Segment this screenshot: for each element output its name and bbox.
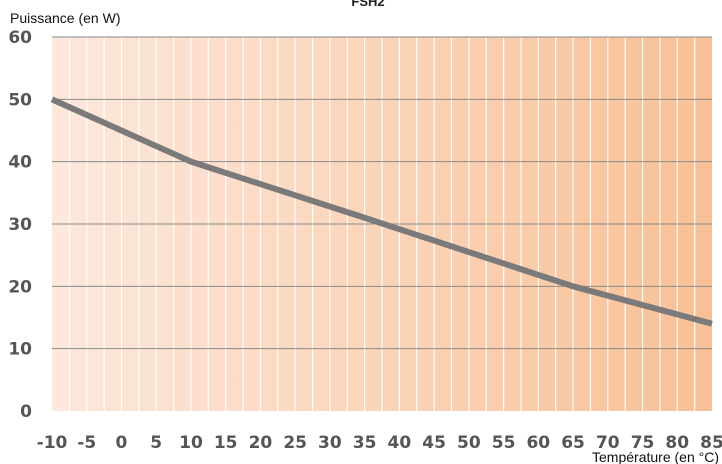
x-axis-label: Température (en °C) bbox=[592, 449, 719, 464]
x-tick-label: 65 bbox=[561, 433, 585, 453]
x-tick-label: 75 bbox=[631, 433, 655, 453]
x-tick-label: -10 bbox=[37, 433, 68, 453]
x-tick-label: 80 bbox=[665, 433, 689, 453]
horizontal-gridlines bbox=[52, 36, 712, 350]
y-tick-label: 50 bbox=[8, 90, 32, 110]
x-tick-labels: -10 -5 0 5 10 15 20 25 30 35 40 45 50 55 60 65 70 75 80 85 bbox=[37, 433, 722, 453]
x-tick-label: 55 bbox=[492, 433, 516, 453]
x-tick-label: 50 bbox=[457, 433, 481, 453]
x-tick-label: 85 bbox=[700, 433, 722, 453]
y-tick-label: 40 bbox=[8, 153, 32, 173]
y-tick-label: 10 bbox=[8, 340, 32, 360]
series-line bbox=[50, 96, 713, 327]
x-tick-label: 60 bbox=[526, 433, 550, 453]
y-tick-labels: 0 10 20 30 40 50 60 bbox=[8, 28, 32, 422]
x-tick-label: -5 bbox=[77, 433, 96, 453]
x-tick-label: 15 bbox=[214, 433, 238, 453]
x-tick-label: 20 bbox=[249, 433, 273, 453]
x-tick-label: 5 bbox=[150, 433, 162, 453]
x-tick-label: 10 bbox=[179, 433, 203, 453]
y-tick-label: 60 bbox=[8, 28, 32, 48]
y-axis-label: Puissance (en W) bbox=[10, 10, 120, 26]
series-group bbox=[50, 96, 713, 327]
x-tick-label: 40 bbox=[388, 433, 412, 453]
y-tick-label: 30 bbox=[8, 215, 32, 235]
x-tick-label: 45 bbox=[422, 433, 446, 453]
chart-title: FSH2 bbox=[351, 0, 384, 9]
y-tick-label: 0 bbox=[20, 402, 32, 422]
x-tick-label: 30 bbox=[318, 433, 342, 453]
x-tick-label: 0 bbox=[116, 433, 128, 453]
x-tick-label: 35 bbox=[353, 433, 377, 453]
y-tick-label: 20 bbox=[8, 277, 32, 297]
x-tick-label: 25 bbox=[283, 433, 307, 453]
x-tick-label: 70 bbox=[596, 433, 620, 453]
